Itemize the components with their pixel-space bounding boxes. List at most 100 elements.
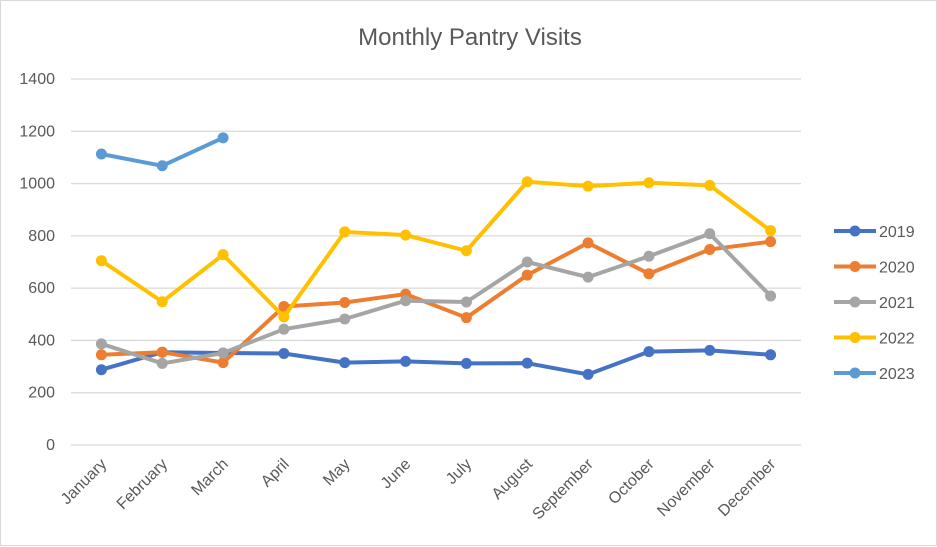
data-point [217, 347, 229, 359]
series-2021 [95, 228, 777, 369]
y-tick-label: 0 [46, 437, 55, 454]
legend-item-2019: 2019 [834, 224, 915, 241]
x-tick-label: September [530, 455, 598, 523]
data-point [521, 357, 533, 369]
data-point [95, 255, 107, 267]
data-point [156, 160, 168, 172]
data-point [582, 180, 594, 192]
data-point [400, 355, 412, 367]
data-point [217, 357, 229, 369]
data-point [278, 311, 290, 323]
data-point [278, 323, 290, 335]
data-point [582, 237, 594, 249]
legend-swatch-marker [849, 261, 861, 272]
legend-swatch-marker [849, 296, 861, 308]
y-tick-label: 400 [28, 332, 55, 349]
legend-label: 2023 [879, 366, 915, 383]
series-line-2020 [99, 239, 773, 365]
x-tick-label: August [489, 455, 537, 503]
data-point [95, 338, 107, 350]
data-point [460, 296, 472, 308]
data-point [704, 228, 716, 240]
data-point [339, 313, 351, 325]
x-tick-label: October [605, 455, 658, 508]
data-point [217, 132, 229, 144]
data-point [582, 368, 594, 380]
series-2020 [95, 236, 777, 369]
data-point [765, 349, 777, 361]
legend-swatch-marker [849, 367, 861, 379]
data-point [643, 346, 655, 358]
legend: 2019 2020 2021 2022 2023 [834, 224, 915, 383]
data-point [643, 250, 655, 262]
x-tick-label: June [378, 456, 415, 493]
series-2023 [95, 132, 229, 172]
series-line-2019 [99, 348, 773, 377]
legend-label: 2022 [879, 331, 915, 348]
data-point [460, 312, 472, 324]
data-point [704, 179, 716, 191]
chart-title: Monthly Pantry Visits [358, 24, 582, 51]
data-point [95, 148, 107, 160]
data-point [156, 357, 168, 369]
data-point [339, 297, 351, 309]
x-tick-label: November [654, 455, 719, 520]
legend-label: 2020 [879, 260, 915, 277]
data-point [156, 296, 168, 308]
data-point [704, 243, 716, 255]
data-point [521, 256, 533, 268]
data-point [643, 268, 655, 280]
x-axis-ticks: January February March April May June July Augu… [58, 455, 780, 523]
legend-swatch-marker [849, 332, 861, 343]
series-2022 [95, 176, 777, 323]
x-tick-label: May [320, 456, 353, 489]
x-tick-label: February [114, 456, 171, 513]
y-tick-label: 800 [28, 228, 55, 245]
data-point [643, 177, 655, 189]
data-point [521, 269, 533, 281]
data-point [217, 249, 229, 261]
data-point [765, 290, 777, 302]
data-point [460, 245, 472, 257]
series-lines [95, 132, 777, 380]
legend-item-2023: 2023 [834, 366, 915, 383]
data-point [765, 236, 777, 248]
data-point [765, 225, 777, 237]
x-tick-label: March [188, 456, 231, 499]
data-point [156, 346, 168, 358]
series-2019 [95, 344, 777, 380]
y-tick-label: 1400 [19, 71, 55, 88]
legend-label: 2019 [879, 224, 915, 241]
data-point [582, 271, 594, 283]
y-axis-ticks: 0 200 400 600 800 1000 1200 1400 [19, 71, 55, 454]
data-point [460, 357, 472, 369]
legend-item-2020: 2020 [834, 260, 915, 277]
data-point [521, 176, 533, 188]
data-point [95, 349, 107, 361]
y-tick-label: 600 [28, 280, 55, 297]
data-point [278, 348, 290, 359]
x-tick-label: December [715, 455, 780, 520]
series-line-2021 [99, 231, 773, 366]
data-point [339, 357, 351, 369]
data-point [95, 364, 107, 376]
data-point [400, 229, 412, 241]
y-tick-label: 1200 [19, 123, 55, 140]
series-line-2022 [99, 179, 773, 319]
x-tick-label: April [258, 456, 293, 491]
y-tick-label: 200 [28, 385, 55, 402]
data-point [400, 295, 412, 307]
legend-item-2021: 2021 [834, 295, 915, 312]
legend-label: 2021 [879, 295, 915, 312]
x-tick-label: January [58, 456, 110, 508]
y-tick-label: 1000 [19, 176, 55, 193]
x-tick-label: July [443, 456, 475, 488]
data-point [339, 226, 351, 238]
legend-item-2022: 2022 [834, 331, 915, 348]
data-point [278, 300, 290, 312]
legend-swatch-marker [849, 225, 861, 237]
data-point [704, 344, 716, 356]
gridlines [71, 78, 801, 446]
